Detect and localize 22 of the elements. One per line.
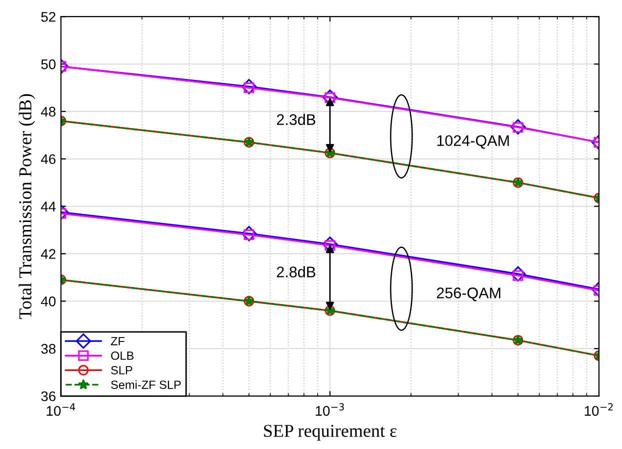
legend-label: ZF: [110, 337, 124, 346]
y-tick-label: 42: [40, 249, 56, 259]
annotation: 2.3dB: [276, 114, 316, 126]
y-tick-label: 46: [40, 154, 56, 164]
annotation: 256-QAM: [436, 288, 500, 302]
y-tick-label: 40: [40, 296, 56, 306]
annotation: 1024-QAM: [437, 135, 509, 149]
x-axis-title: SEP requirement ε: [264, 424, 397, 441]
legend-label: OLB: [111, 352, 134, 360]
x-tick-label: 10$^{−4}$: [46, 403, 76, 416]
y-tick-label: 48: [40, 106, 56, 117]
annotation: 2.8dB: [276, 266, 316, 278]
y-tick-label: 44: [40, 202, 56, 212]
y-tick-label: 36: [41, 391, 56, 402]
legend-label: Semi-ZF SLP: [111, 380, 181, 389]
x-tick-label: 10$^{−3}$: [316, 403, 344, 416]
y-tick-label: 38: [41, 344, 56, 354]
x-tick-label: 10$^{−2}$: [584, 403, 613, 416]
y-tick-label: 50: [41, 59, 56, 70]
y-tick-label: 52: [41, 12, 56, 22]
legend-label: SLP: [111, 366, 132, 374]
y-axis-title: Total Transmission Power (dB): [18, 94, 36, 319]
